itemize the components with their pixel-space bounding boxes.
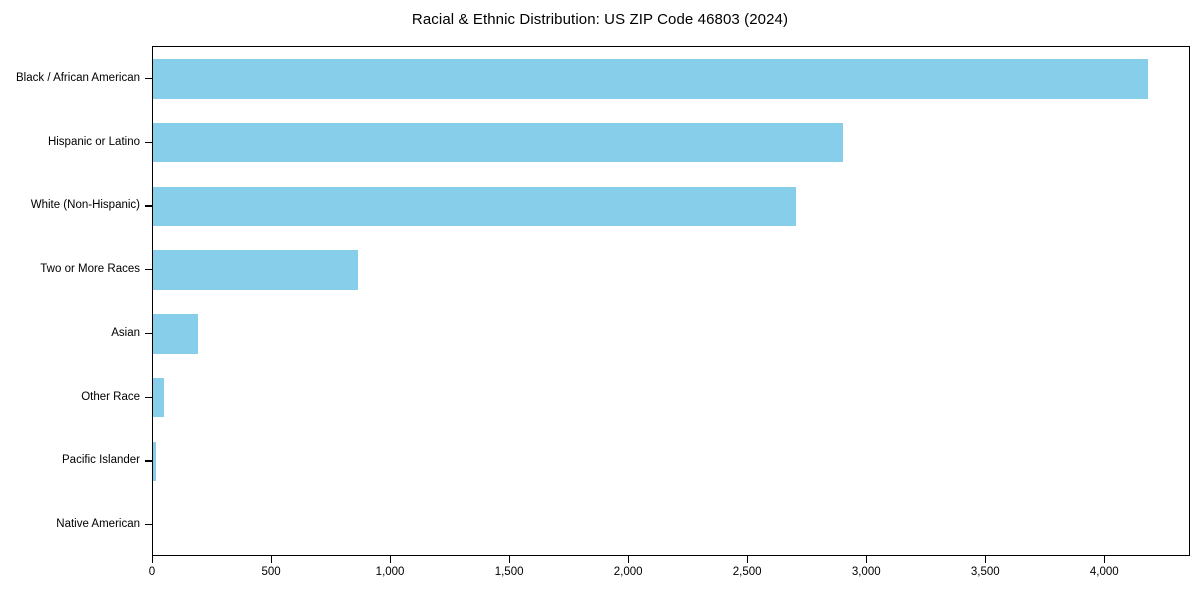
x-tick-label: 2,500 (732, 566, 762, 578)
y-tick-mark (145, 141, 152, 143)
x-tick-mark (628, 556, 630, 563)
x-tick-label: 3,000 (851, 566, 881, 578)
bar-fill (153, 59, 1149, 99)
bar-native-american (153, 505, 1189, 545)
chart-title: Racial & Ethnic Distribution: US ZIP Cod… (411, 11, 789, 28)
y-tick-mark (145, 332, 152, 335)
y-tick-mark (145, 205, 152, 207)
x-tick-mark (747, 556, 749, 563)
bar-other-race (153, 377, 1189, 418)
x-tick-mark (390, 556, 392, 563)
y-tick-label: Hispanic or Latino (47, 135, 140, 148)
y-tick-label: Black / African American (16, 71, 140, 84)
x-tick-label: 1,000 (375, 566, 405, 578)
y-tick-mark (145, 269, 152, 271)
y-tick-mark (145, 77, 152, 80)
y-tick-label: Two or More Races (40, 263, 140, 276)
bar-two-or-more-races (153, 250, 1189, 290)
plot-area (152, 46, 1190, 556)
y-tick-label: Pacific Islander (62, 454, 140, 467)
x-tick-label: 3,500 (970, 566, 1000, 578)
bar-fill (153, 250, 358, 290)
bar-fill (153, 314, 199, 354)
x-tick-mark (152, 556, 154, 563)
x-tick-mark (509, 556, 511, 563)
bar-fill (153, 441, 156, 482)
x-tick-label: 1,500 (494, 566, 524, 578)
y-tick-label: White (Non-Hispanic) (30, 199, 140, 212)
y-tick-label: Asian (111, 326, 140, 339)
bar-fill (153, 122, 844, 163)
y-tick-label: Native American (56, 518, 140, 531)
x-tick-label: 0 (148, 566, 156, 578)
y-tick-mark (145, 524, 152, 526)
bar-black-african-american (153, 59, 1189, 99)
x-tick-mark (271, 556, 273, 563)
x-tick-label: 4,000 (1089, 566, 1119, 578)
y-tick-label: Other Race (81, 390, 140, 403)
y-tick-mark (145, 460, 152, 462)
bar-hispanic-or-latino (153, 122, 1189, 163)
x-tick-mark (985, 556, 987, 563)
bar-fill (153, 377, 164, 418)
bar-fill (153, 186, 796, 227)
y-tick-mark (145, 396, 152, 398)
bar-white-non-hispanic (153, 186, 1189, 227)
x-tick-label: 500 (261, 566, 281, 578)
x-tick-mark (1104, 556, 1106, 563)
x-tick-mark (866, 556, 868, 563)
bar-pacific-islander (153, 441, 1189, 482)
x-tick-label: 2,000 (613, 566, 643, 578)
bar-asian (153, 314, 1189, 354)
